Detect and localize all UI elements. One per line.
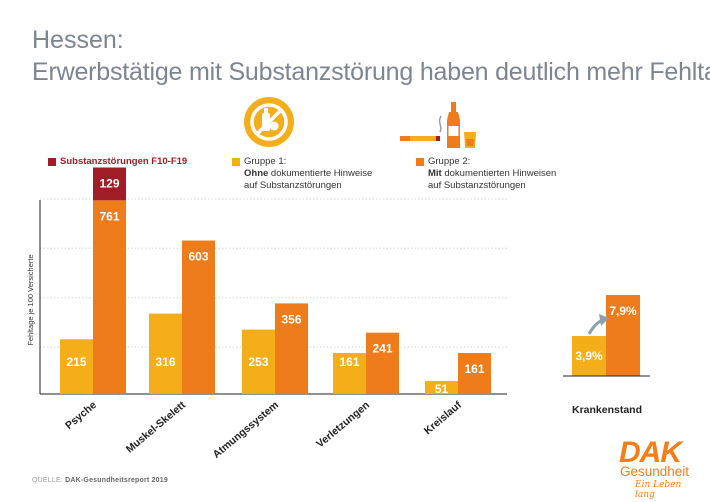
source-note: QUELLE: DAK-Gesundheitsreport 2019 bbox=[32, 477, 168, 484]
logo-name: Gesundheit bbox=[620, 464, 690, 479]
legend-group2-line1: Gruppe 2: bbox=[428, 156, 471, 167]
x-tick-label: Psyche bbox=[63, 399, 99, 432]
legend-group1-line1: Gruppe 1: bbox=[244, 156, 287, 167]
bar-group1 bbox=[242, 329, 275, 394]
legend-group2-line2: dokumentierten Hinweisen bbox=[441, 168, 557, 179]
bar-krankenstand-group2 bbox=[606, 295, 640, 376]
chart-title: Hessen: bbox=[32, 26, 124, 54]
data-label-group1: 215 bbox=[66, 355, 86, 369]
legend-label-substance: Substanzstörungen F10-F19 bbox=[60, 156, 188, 167]
data-label-group2: 603 bbox=[188, 250, 208, 264]
legend-group2-line3: auf Substanzstörungen bbox=[428, 180, 526, 191]
x-tick-label: Atmungssystem bbox=[211, 399, 281, 461]
legend-swatch-group2 bbox=[416, 158, 424, 166]
x-tick-label: Verletzungen bbox=[314, 399, 372, 450]
legend-group1-bold: Ohne bbox=[244, 168, 269, 179]
data-label-krankenstand-group1: 3,9% bbox=[575, 349, 603, 363]
chart-subtitle: Erwerbstätige mit Substanzstörung haben … bbox=[32, 58, 710, 86]
data-label-group2: 241 bbox=[372, 342, 392, 356]
no-substances-icon bbox=[244, 97, 294, 147]
bar-group1 bbox=[425, 381, 458, 394]
trend-arrow-head-icon bbox=[599, 314, 609, 326]
source-prefix: QUELLE: bbox=[32, 477, 66, 484]
legend-swatch-group1 bbox=[232, 158, 240, 166]
data-label-group2: 761 bbox=[99, 209, 119, 223]
bar-group1 bbox=[149, 313, 182, 394]
legend-group1-line3: auf Substanzstörungen bbox=[244, 180, 342, 191]
bar-krankenstand-group1 bbox=[572, 336, 606, 376]
source-text: DAK-Gesundheitsreport 2019 bbox=[65, 477, 168, 484]
bar-group2 bbox=[275, 303, 308, 394]
data-label-group1: 253 bbox=[248, 355, 268, 369]
bar-group1 bbox=[333, 353, 366, 394]
dak-logo: DAK Gesundheit Ein Leben lang bbox=[619, 436, 695, 500]
legend-swatch-substance bbox=[48, 158, 56, 166]
x-tick-label-krankenstand: Krankenstand bbox=[572, 404, 642, 416]
data-label-substance: 129 bbox=[99, 176, 119, 190]
cigarette-bottle-glass-icon bbox=[400, 102, 476, 148]
legend-group2-bold: Mit bbox=[428, 168, 442, 179]
data-label-group2: 356 bbox=[281, 312, 301, 326]
x-tick-label: Kreislauf bbox=[422, 399, 465, 437]
data-label-group2: 161 bbox=[464, 362, 484, 376]
data-label-group1: 161 bbox=[339, 355, 359, 369]
data-label-group1: 316 bbox=[155, 355, 175, 369]
bar-group2 bbox=[93, 200, 126, 394]
legend-group1-line2: dokumentierte Hinweise bbox=[268, 168, 373, 179]
bar-substance bbox=[93, 167, 126, 201]
bar-group1 bbox=[60, 339, 93, 394]
logo-brand: DAK bbox=[619, 436, 682, 469]
bar-group2 bbox=[458, 353, 491, 394]
bar-group2 bbox=[366, 332, 399, 394]
y-axis-label: Fehltage je 100 Versicherte bbox=[26, 254, 35, 345]
x-tick-label: Muskel-Skelett bbox=[124, 399, 188, 456]
data-label-group1: 51 bbox=[435, 382, 449, 396]
bar-group2 bbox=[182, 240, 215, 394]
data-label-krankenstand-group2: 7,9% bbox=[609, 304, 637, 318]
logo-slogan: Ein Leben lang bbox=[635, 480, 682, 500]
